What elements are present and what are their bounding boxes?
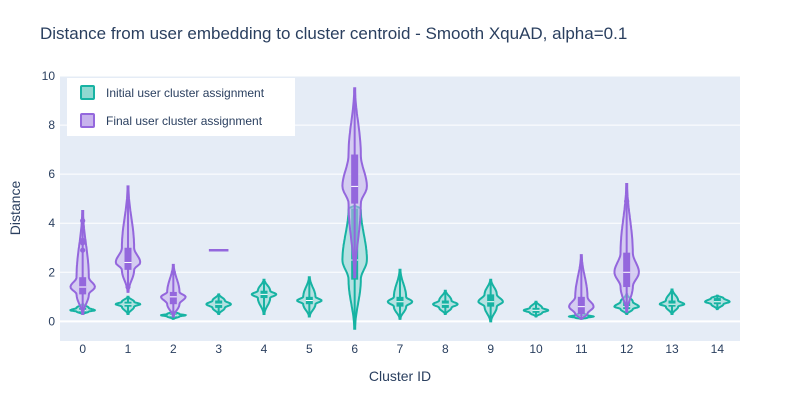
- violin-final-12[interactable]: [613, 183, 640, 313]
- violin-initial-7[interactable]: [386, 268, 414, 320]
- y-tick-label: 10: [42, 69, 56, 83]
- x-tick-label: 0: [79, 342, 86, 356]
- violin-box: [79, 277, 87, 295]
- y-axis-label: Distance: [7, 181, 23, 236]
- violin-box: [668, 300, 676, 307]
- violin-box: [623, 252, 631, 288]
- x-tick-label: 11: [575, 342, 588, 356]
- y-tick-label: 6: [48, 167, 55, 181]
- outlier-point[interactable]: [624, 198, 630, 204]
- legend-label-final[interactable]: Final user cluster assignment: [106, 114, 263, 128]
- y-tick-label: 8: [48, 118, 55, 132]
- chart-title: Distance from user embedding to cluster …: [40, 24, 627, 43]
- violin-initial-1[interactable]: [114, 295, 142, 315]
- x-tick-label: 4: [261, 342, 268, 356]
- legend-label-initial[interactable]: Initial user cluster assignment: [106, 86, 265, 100]
- violin-box: [577, 296, 585, 315]
- violin-box: [124, 247, 132, 270]
- x-tick-label: 14: [711, 342, 725, 356]
- violin-initial-5[interactable]: [296, 276, 323, 318]
- violin-box: [351, 154, 359, 204]
- violin-final-6[interactable]: [341, 87, 368, 279]
- y-tick-label: 0: [48, 314, 55, 328]
- outlier-point[interactable]: [170, 269, 176, 275]
- violin-final-0[interactable]: [69, 210, 96, 315]
- y-tick-label: 4: [48, 216, 55, 230]
- x-tick-label: 2: [170, 342, 177, 356]
- x-tick-label: 13: [665, 342, 679, 356]
- x-axis-label: Cluster ID: [369, 368, 431, 384]
- violin-final-11[interactable]: [568, 254, 595, 320]
- violin-initial-3[interactable]: [205, 293, 232, 315]
- outlier-point[interactable]: [125, 284, 131, 290]
- violin-initial-9[interactable]: [477, 278, 504, 323]
- outlier-point[interactable]: [80, 218, 86, 224]
- violin-final-2[interactable]: [160, 263, 187, 318]
- x-tick-label: 12: [620, 342, 634, 356]
- x-tick-label: 10: [529, 342, 543, 356]
- legend[interactable]: Initial user cluster assignment Final us…: [67, 78, 295, 136]
- x-tick-label: 5: [306, 342, 313, 356]
- violin-initial-13[interactable]: [658, 288, 686, 315]
- violins: [69, 87, 731, 330]
- violin-box: [713, 298, 721, 305]
- violin-initial-14[interactable]: [703, 294, 731, 311]
- legend-swatch-final[interactable]: [80, 113, 95, 128]
- violin-final-1[interactable]: [114, 185, 142, 293]
- legend-swatch-initial[interactable]: [80, 85, 95, 100]
- x-tick-label: 3: [215, 342, 222, 356]
- x-axis-ticks: 0 1 2 3 4 5 6 7 8 9 10 11 12 13 14: [79, 342, 724, 356]
- violin-box: [169, 291, 177, 305]
- x-tick-label: 6: [351, 342, 358, 356]
- x-tick-label: 9: [487, 342, 494, 356]
- violin-initial-10[interactable]: [522, 300, 550, 318]
- violin-initial-4[interactable]: [250, 278, 278, 315]
- violin-initial-8[interactable]: [432, 289, 459, 315]
- legend-background: [67, 78, 295, 136]
- y-axis-ticks: 0 2 4 6 8 10: [42, 69, 56, 328]
- outlier-point[interactable]: [80, 237, 86, 243]
- outlier-point[interactable]: [80, 247, 86, 253]
- x-tick-label: 1: [125, 342, 132, 356]
- y-tick-label: 2: [48, 265, 55, 279]
- violin-box: [487, 294, 495, 307]
- x-tick-label: 8: [442, 342, 449, 356]
- x-tick-label: 7: [397, 342, 404, 356]
